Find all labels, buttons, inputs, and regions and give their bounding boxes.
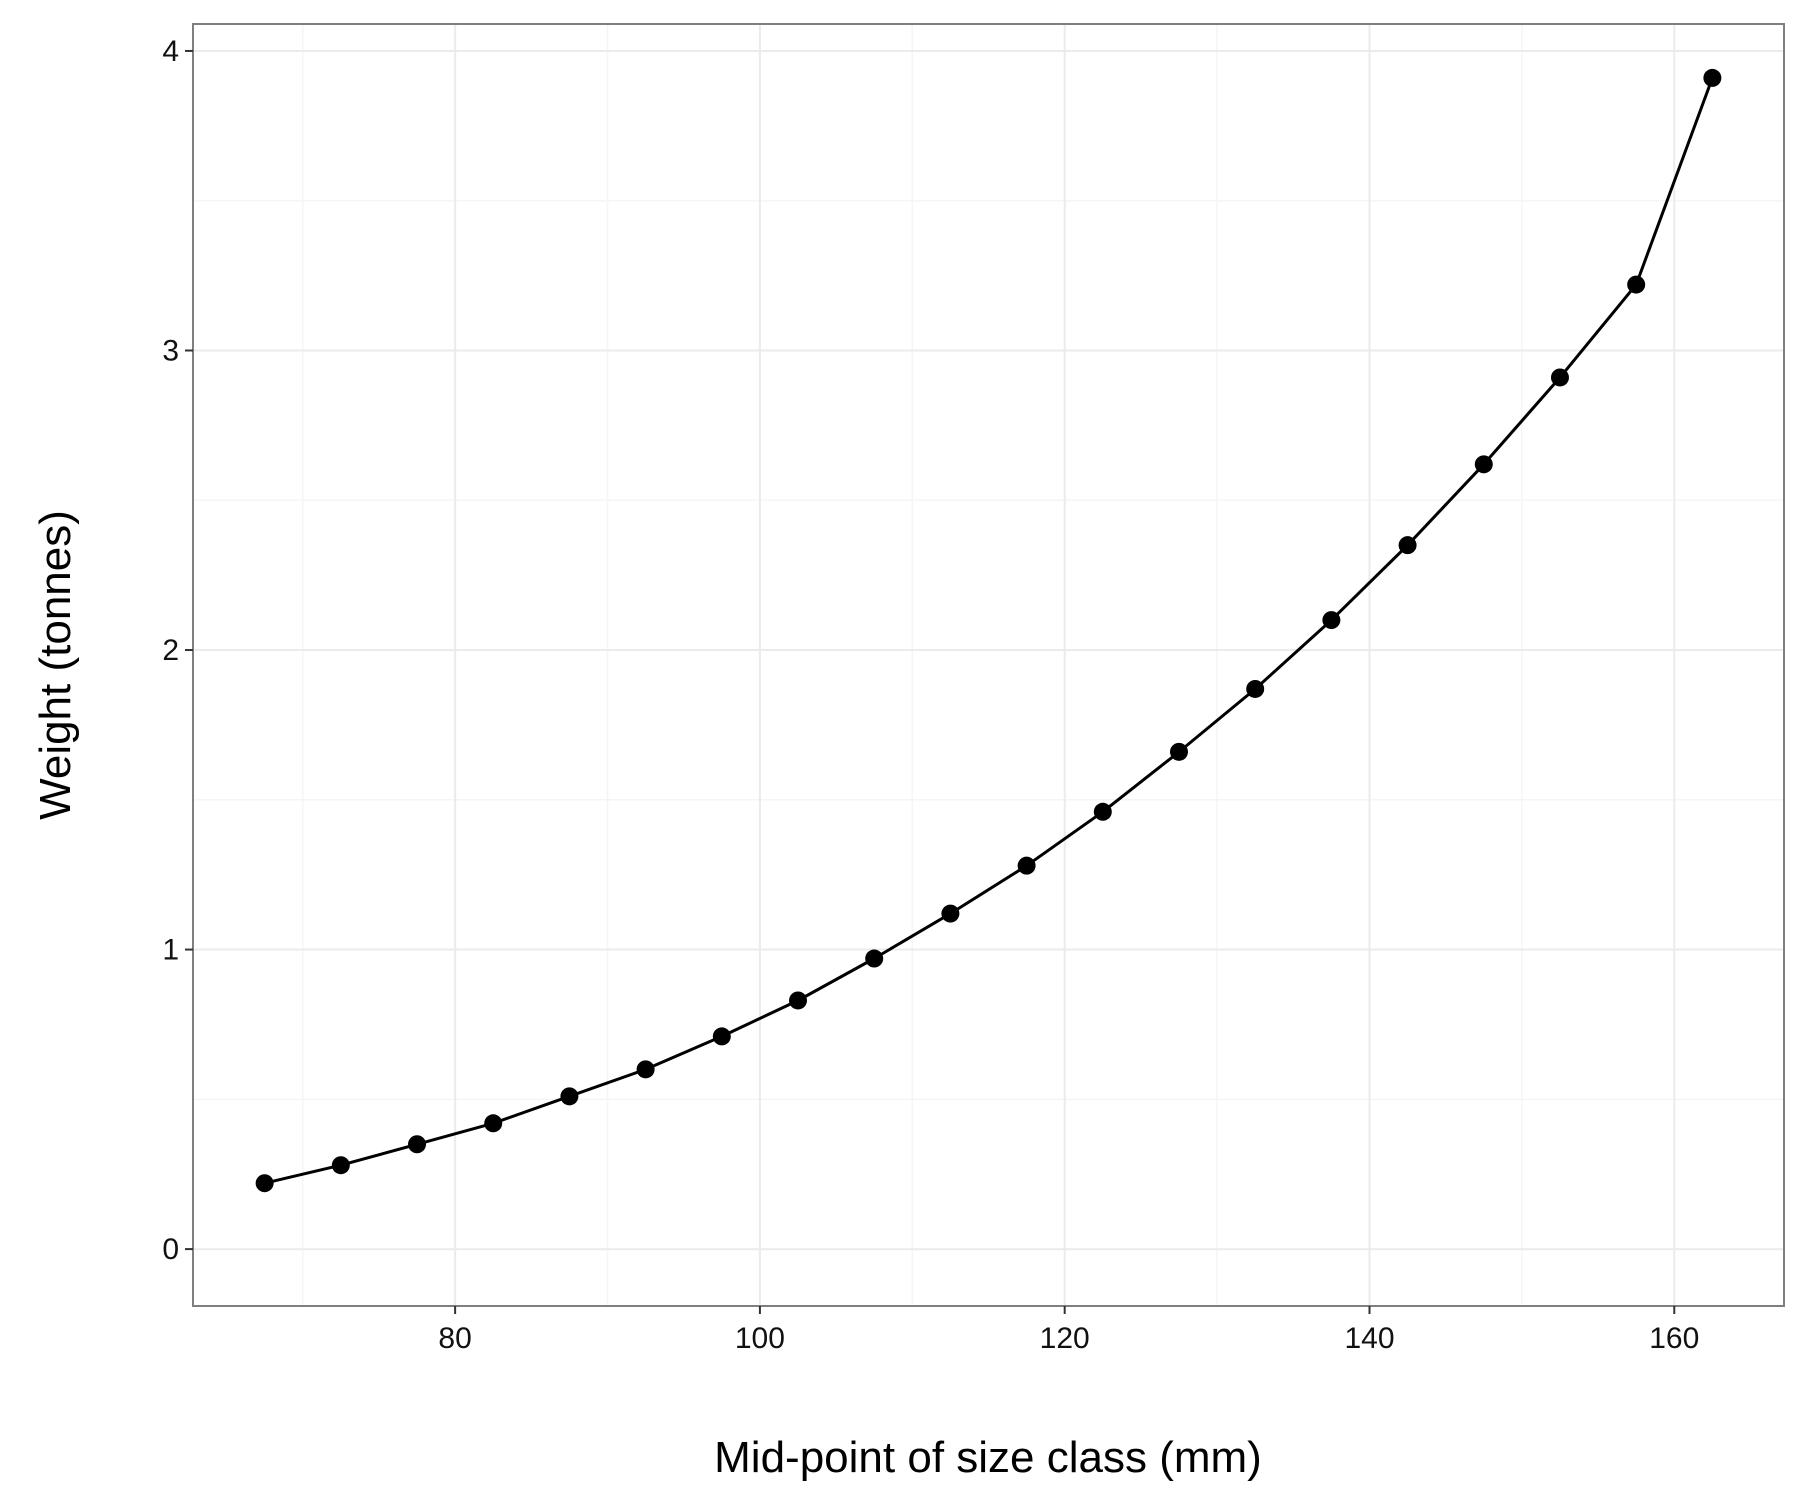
x-tick-label: 140 <box>1344 1322 1394 1355</box>
data-point <box>789 991 808 1010</box>
x-axis: 80 100 120 140 160 <box>438 1306 1699 1355</box>
x-axis-title: Mid-point of size class (mm) <box>714 1433 1262 1482</box>
x-tick-label: 80 <box>438 1322 471 1355</box>
series-layer <box>255 68 1722 1193</box>
data-point <box>636 1060 655 1079</box>
data-point <box>1093 802 1112 821</box>
data-point <box>712 1027 731 1046</box>
data-point <box>560 1087 579 1106</box>
data-point <box>331 1156 350 1175</box>
x-tick-label: 160 <box>1649 1322 1699 1355</box>
y-axis-title: Weight (tonnes) <box>31 510 80 820</box>
data-point <box>408 1135 427 1154</box>
data-point <box>1322 611 1341 630</box>
data-point <box>1627 275 1646 294</box>
panel-background <box>193 24 1784 1306</box>
data-point <box>1474 455 1493 474</box>
data-point <box>1550 368 1569 387</box>
y-tick-label: 3 <box>162 334 179 367</box>
data-point <box>941 904 960 923</box>
data-point <box>1703 68 1722 87</box>
data-point <box>484 1114 503 1133</box>
data-point <box>865 949 884 968</box>
data-point <box>1017 856 1036 875</box>
major-gridlines <box>193 24 1784 1306</box>
panel-border <box>192 23 1785 1307</box>
y-tick-label: 4 <box>162 35 179 68</box>
data-point <box>255 1174 274 1193</box>
y-tick-label: 0 <box>162 1233 179 1266</box>
series-line <box>264 77 1714 1185</box>
data-point <box>1398 536 1417 555</box>
minor-gridlines <box>193 24 1784 1306</box>
data-point <box>1169 742 1188 761</box>
x-tick-label: 120 <box>1040 1322 1090 1355</box>
data-point <box>1246 679 1265 698</box>
x-tick-label: 100 <box>735 1322 785 1355</box>
y-tick-label: 2 <box>162 634 179 667</box>
y-tick-label: 1 <box>162 934 179 967</box>
y-axis: 0 1 2 3 4 <box>162 35 193 1266</box>
